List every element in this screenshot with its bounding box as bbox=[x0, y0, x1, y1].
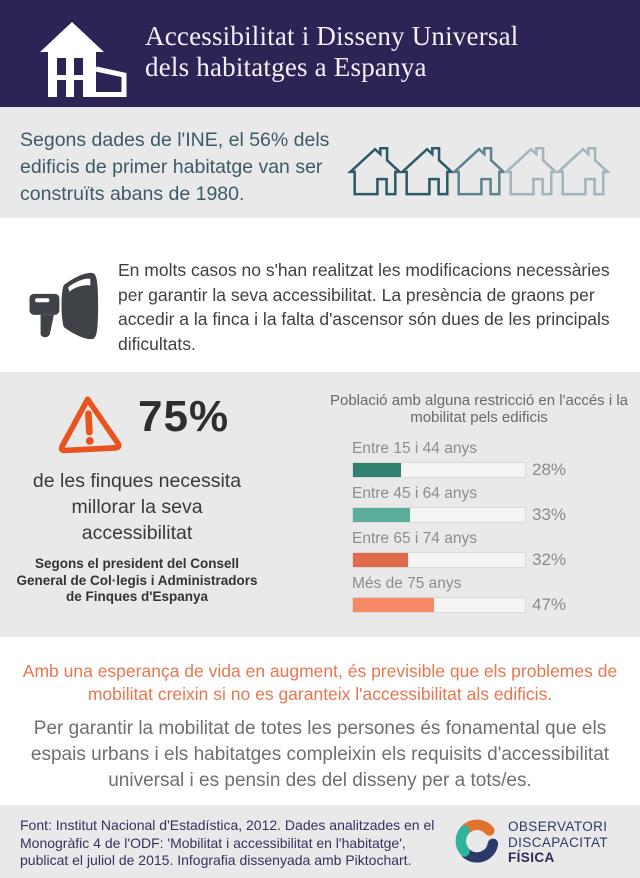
page-title: Accessibilitat i Disseny Universal dels … bbox=[145, 21, 605, 83]
house-outline-icon-1 bbox=[346, 141, 404, 197]
bar-track bbox=[352, 597, 526, 613]
bar-chart: Entre 15 i 44 anys 28% Entre 45 i 64 any… bbox=[352, 440, 632, 620]
bar-label: Entre 65 i 74 anys bbox=[352, 530, 477, 547]
logo-text-line3: FÍSICA bbox=[508, 850, 555, 865]
megaphone-icon bbox=[29, 272, 99, 340]
house-outline-icon-4 bbox=[502, 141, 560, 197]
chart-row: Entre 45 i 64 anys 33% bbox=[352, 485, 632, 525]
bar-value: 33% bbox=[532, 505, 567, 524]
bar-label: Entre 15 i 44 anys bbox=[352, 440, 477, 457]
conclusion-highlight: Amb una esperança de vida en augment, és… bbox=[22, 661, 618, 704]
bar-fill bbox=[353, 508, 410, 522]
bar-label: Més de 75 anys bbox=[352, 575, 462, 592]
stat-75-value: 75% bbox=[138, 392, 230, 441]
ine-banner: Segons dades de l'INE, el 56% dels edifi… bbox=[0, 107, 640, 218]
megaphone-note-text: En molts casos no s'han realitzat les mo… bbox=[118, 260, 610, 354]
house-outline-icon-2 bbox=[398, 141, 456, 197]
footer-source-text: Font: Institut Nacional d'Estadística, 2… bbox=[20, 817, 435, 868]
bar-fill bbox=[353, 553, 409, 567]
page-title-line2: dels habitatges a Espanya bbox=[145, 52, 427, 82]
chart-row: Més de 75 anys 47% bbox=[352, 575, 632, 615]
bar-value: 28% bbox=[532, 460, 567, 479]
ine-banner-text: Segons dades de l'INE, el 56% dels edifi… bbox=[20, 129, 330, 205]
stat-75-caption: de les finques necessita millorar la sev… bbox=[32, 470, 242, 544]
chart-row: Entre 15 i 44 anys 28% bbox=[352, 440, 632, 480]
conclusion-body: Per garantir la mobilitat de totes les p… bbox=[30, 718, 610, 791]
chart-row: Entre 65 i 74 anys 32% bbox=[352, 530, 632, 570]
footer: Font: Institut Nacional d'Estadística, 2… bbox=[0, 805, 640, 878]
warning-triangle-icon bbox=[58, 396, 122, 454]
house-outline-icon-5 bbox=[554, 141, 612, 197]
chart-title: Població amb alguna restricció en l'accé… bbox=[329, 392, 628, 426]
bar-track bbox=[352, 462, 526, 478]
bar-track bbox=[352, 552, 526, 568]
logo-text: OBSERVATORI DISCAPACITAT FÍSICA bbox=[508, 819, 608, 866]
bar-label: Entre 45 i 64 anys bbox=[352, 485, 477, 502]
house-building-icon bbox=[40, 22, 127, 97]
house-outline-icon-3 bbox=[450, 141, 508, 197]
stats-section: 75% de les finques necessita millorar la… bbox=[0, 372, 640, 637]
bar-value: 47% bbox=[532, 595, 567, 614]
bar-track bbox=[352, 507, 526, 523]
header: Accessibilitat i Disseny Universal dels … bbox=[0, 0, 640, 107]
conclusion-section: Amb una esperança de vida en augment, és… bbox=[0, 637, 640, 805]
page-title-line1: Accessibilitat i Disseny Universal bbox=[145, 21, 519, 51]
logo-text-line2: DISCAPACITAT bbox=[508, 834, 609, 850]
odf-swirl-logo bbox=[455, 819, 499, 863]
house-outline-icons bbox=[346, 131, 626, 197]
bar-fill bbox=[353, 463, 402, 477]
stat-75-source: Segons el president del Consell General … bbox=[16, 556, 258, 604]
bar-value: 32% bbox=[532, 550, 567, 569]
bar-fill bbox=[353, 598, 434, 612]
logo-text-line1: OBSERVATORI bbox=[508, 819, 608, 834]
megaphone-note-section: En molts casos no s'han realitzat les mo… bbox=[0, 218, 640, 372]
